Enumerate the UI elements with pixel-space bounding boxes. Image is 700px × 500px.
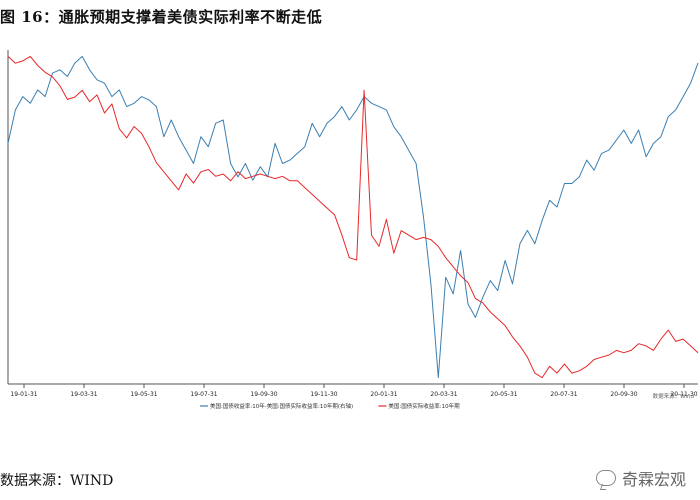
legend-entry: 美国:国债收益率:10年-美国:国债实际收益率:10年期(右轴) (210, 402, 353, 410)
x-tick-label: 19-07-31 (190, 391, 217, 398)
watermark-text: 奇霖宏观 (621, 470, 686, 489)
watermark: 奇霖宏观 (595, 466, 686, 490)
source-note: 数据来源：WIND (0, 473, 114, 489)
legend: 美国:国债收益率:10年-美国:国债实际收益率:10年期(右轴) 美国:国债实际收… (200, 402, 460, 410)
x-tick-label: 19-09-30 (250, 391, 277, 398)
x-axis: 19-01-31 19-03-31 19-05-31 19-07-31 19-09-30… (8, 383, 698, 398)
x-tick-label: 20-11-30 (670, 391, 697, 398)
x-tick-label: 19-01-31 (10, 391, 37, 398)
x-tick-label: 19-05-31 (130, 391, 157, 398)
x-tick-label: 19-11-30 (310, 391, 337, 398)
series-group (7, 55, 699, 379)
x-tick-label: 20-07-31 (550, 391, 577, 398)
line-chart: 19-01-31 19-03-31 19-05-31 19-07-31 19-09-30… (0, 44, 700, 456)
series-line-1 (7, 55, 699, 379)
x-tick-label: 19-03-31 (70, 391, 97, 398)
x-tick-label: 20-01-31 (370, 391, 397, 398)
legend-entry: 美国:国债实际收益率:10年期 (388, 402, 460, 410)
x-tick-label: 20-03-31 (430, 391, 457, 398)
series-line-0 (7, 55, 699, 379)
figure-title: 图 16：通胀预期支撑着美债实际利率不断走低 (0, 8, 323, 26)
wechat-icon (595, 470, 616, 486)
chart-svg: 19-01-31 19-03-31 19-05-31 19-07-31 19-09-30… (7, 50, 699, 410)
x-tick-label: 20-09-30 (610, 391, 637, 398)
legend-note: 数据来源：Wind (653, 392, 694, 400)
x-tick-label: 20-05-31 (490, 391, 517, 398)
